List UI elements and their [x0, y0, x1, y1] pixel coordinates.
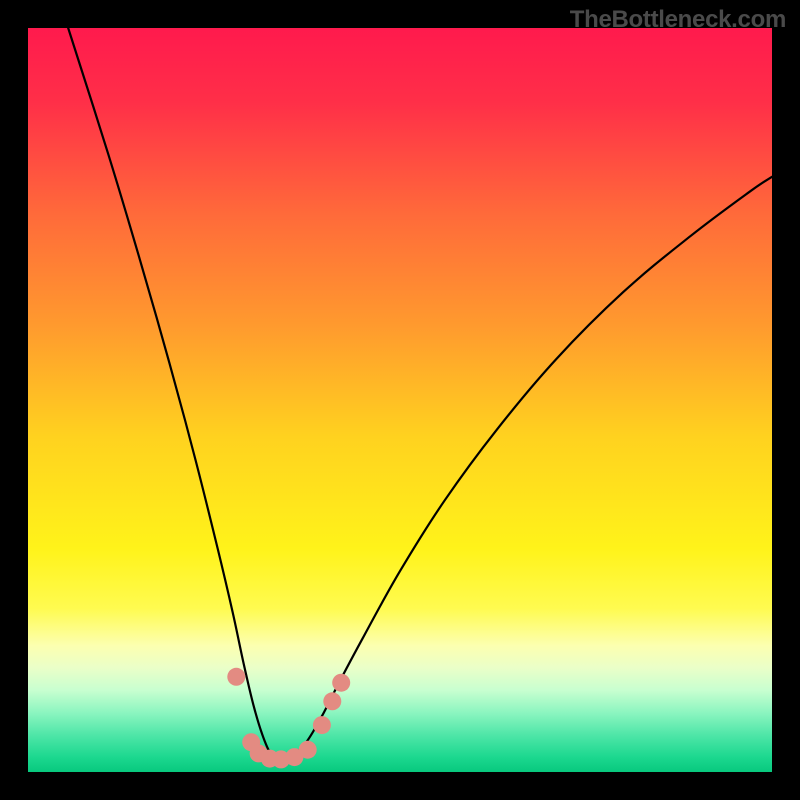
curve-marker: [332, 674, 350, 692]
bottleneck-curve-path: [68, 28, 772, 759]
curve-marker: [299, 741, 317, 759]
watermark-label: TheBottleneck.com: [570, 6, 786, 34]
curve-marker: [227, 668, 245, 686]
bottleneck-curve-chart: [0, 0, 800, 800]
curve-marker: [323, 692, 341, 710]
curve-marker: [313, 716, 331, 734]
